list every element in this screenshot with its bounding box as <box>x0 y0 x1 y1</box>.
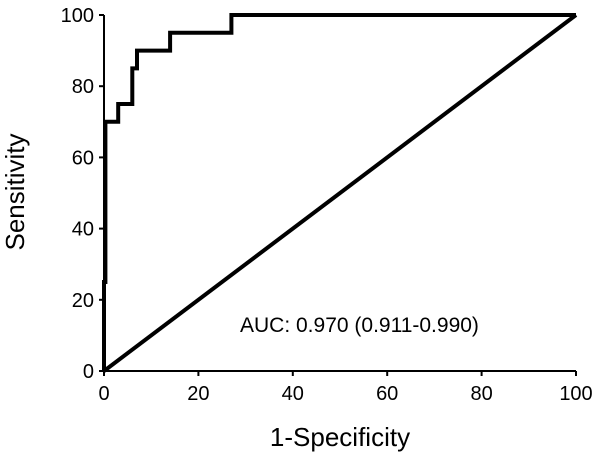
y-tick-label: 0 <box>83 361 94 383</box>
reference-diagonal-line <box>102 13 578 373</box>
y-tick-label: 40 <box>72 219 94 241</box>
axes: 0 20 40 60 80 100 0 20 40 60 80 100 <box>61 5 593 405</box>
y-tick-label: 80 <box>72 76 94 98</box>
x-tick-label: 100 <box>559 383 592 405</box>
x-tick-label: 40 <box>282 383 304 405</box>
x-axis-title: 1-Specificity <box>270 422 410 452</box>
x-tick-label: 60 <box>376 383 398 405</box>
x-tick-label: 0 <box>98 383 109 405</box>
x-tick-label: 80 <box>470 383 492 405</box>
y-tick-label: 100 <box>61 5 94 27</box>
auc-annotation: AUC: 0.970 (0.911-0.990) <box>240 314 479 337</box>
x-tick-label: 20 <box>187 383 209 405</box>
roc-curve-line <box>102 13 576 371</box>
y-tick-label: 60 <box>72 147 94 169</box>
y-tick-label: 20 <box>72 290 94 312</box>
plot-area <box>102 13 578 373</box>
y-axis-title: Sensitivity <box>0 133 30 250</box>
